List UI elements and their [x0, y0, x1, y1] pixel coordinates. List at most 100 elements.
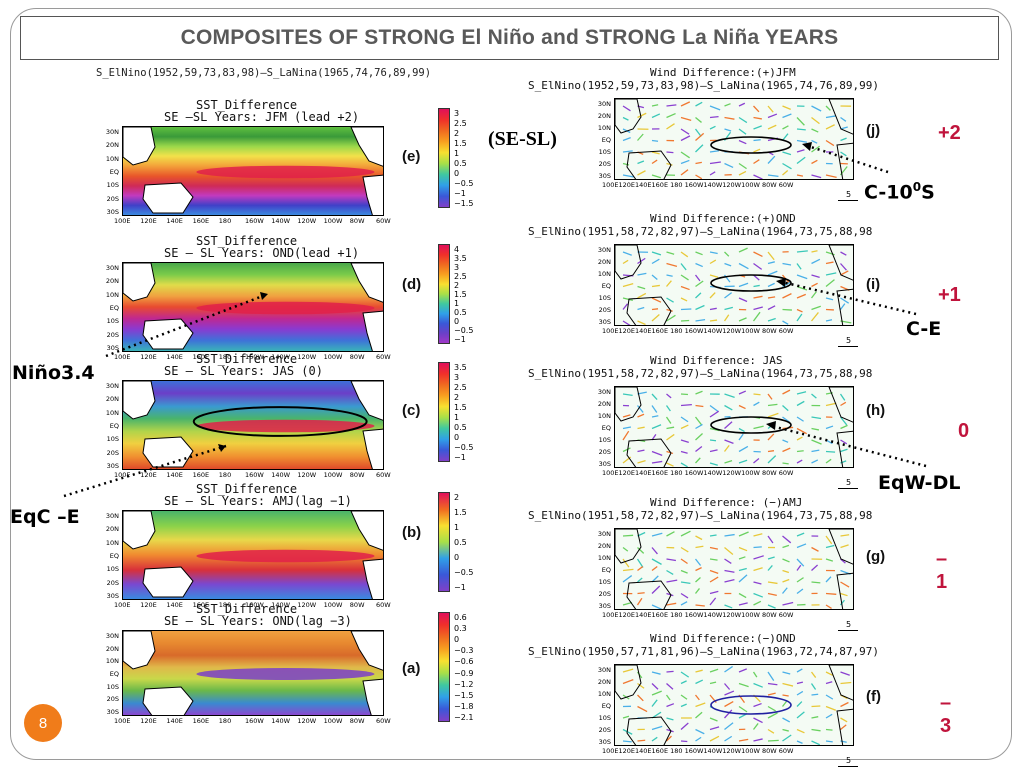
wind-vector: [752, 671, 758, 678]
lag-indicator: –3: [940, 692, 952, 737]
sst-x-tick-label: 120E: [140, 353, 157, 361]
wind-vector: [781, 133, 789, 141]
wind-vector: [782, 405, 789, 412]
wind-vector: [825, 713, 833, 719]
wind-vector: [781, 587, 788, 594]
colorbar-tick-label: 2: [454, 493, 460, 502]
wind-vector: [811, 705, 821, 708]
wind-y-tick-label: 20N: [597, 400, 611, 408]
wind-map: [614, 244, 854, 326]
coastline: [828, 245, 853, 281]
sst-y-tick-label: 20S: [106, 448, 119, 457]
wind-y-tick-label: 20S: [598, 726, 611, 734]
wind-vector: [811, 393, 817, 399]
wind-vector: [724, 722, 734, 731]
colorbar-tick-label: 0: [454, 317, 460, 326]
wind-vector: [651, 151, 660, 155]
wind-vector: [695, 669, 703, 673]
land-mass: [362, 310, 383, 351]
wind-vector: [811, 693, 819, 696]
colorbar-tick-label: −1: [454, 453, 466, 462]
wind-vector: [796, 459, 803, 464]
land-mass: [350, 381, 383, 421]
sst-panel-subtitle: SE – SL Years: JAS (0): [164, 364, 323, 378]
coastline: [626, 580, 672, 609]
wind-vector: [709, 171, 716, 176]
equatorial-anomaly: [196, 419, 375, 433]
wind-vector: [767, 393, 773, 400]
wind-vector: [651, 547, 658, 555]
sst-y-tick-label: 20S: [106, 578, 119, 587]
wind-scale-arrow: [838, 766, 858, 767]
wind-vector: [651, 558, 662, 565]
wind-vector: [622, 393, 633, 397]
wind-map: [614, 664, 854, 746]
wind-vector: [840, 270, 849, 276]
wind-vector: [637, 170, 646, 176]
land-mass: [142, 686, 194, 715]
wind-vector: [666, 728, 674, 733]
wind-vector: [825, 425, 834, 430]
wind-panel-label: (j): [866, 122, 881, 139]
wind-vector: [680, 159, 690, 165]
wind-vector: [782, 447, 791, 453]
wind-vector: [840, 126, 848, 130]
wind-vector: [767, 282, 775, 288]
wind-y-tick-label: 30S: [598, 738, 611, 746]
colorbar-tick-label: −0.5: [454, 326, 474, 335]
colorbar-tick-label: −1.5: [454, 690, 474, 700]
wind-y-tick-label: 30S: [598, 602, 611, 610]
land-mass: [123, 127, 156, 166]
wind-vector: [782, 125, 789, 130]
lag-indicator: –1: [936, 548, 948, 593]
wind-vector: [782, 162, 792, 170]
wind-vector: [782, 728, 789, 732]
wind-vector: [651, 460, 663, 464]
wind-vector: [753, 159, 760, 165]
sst-x-tick-label: 120W: [297, 353, 317, 361]
wind-vector: [695, 457, 701, 464]
wind-vector: [724, 546, 734, 555]
wind-vector: [709, 319, 718, 322]
wind-vector: [724, 709, 733, 719]
wind-vector: [782, 170, 789, 176]
wind-vector: [666, 592, 674, 597]
wind-vector: [637, 133, 644, 141]
wind-vector: [738, 317, 747, 322]
sst-x-tick-label: 100E: [114, 217, 131, 225]
wind-vector: [753, 284, 760, 288]
wind-vector: [666, 123, 675, 130]
wind-vector: [695, 101, 703, 107]
colorbar-tick-label: 0: [454, 169, 460, 178]
wind-vector: [724, 683, 731, 690]
nino34-arrowhead: [260, 292, 268, 300]
c-e-arrowhead: [776, 278, 786, 287]
land-mass: [123, 631, 156, 670]
sst-x-tick-label: 60W: [376, 471, 391, 479]
wind-vector: [695, 262, 703, 268]
wind-vector: [637, 257, 646, 265]
wind-vector: [796, 450, 804, 453]
sst-y-tick-label: 20N: [105, 277, 119, 286]
wind-y-tick-label: 30N: [597, 100, 611, 108]
wind-vector: [825, 576, 832, 583]
slide-title: COMPOSITES OF STRONG El Niño and STRONG …: [20, 16, 999, 60]
land-mass: [362, 174, 383, 215]
wind-vector: [767, 305, 776, 311]
land-mass: [362, 428, 383, 469]
c-10s-arrowhead: [802, 142, 812, 151]
wind-vector: [695, 161, 702, 165]
wind-vector: [680, 263, 687, 271]
wind-vector: [680, 297, 688, 302]
wind-vector: [840, 116, 847, 122]
sst-y-tick-label: 20N: [105, 141, 119, 150]
sst-x-tick-label: 180: [218, 353, 232, 361]
wind-scale-label: 5: [846, 478, 852, 487]
wind-vector: [724, 735, 733, 742]
wind-vector: [695, 535, 703, 541]
sst-panel-title: SST_Difference: [196, 234, 298, 248]
wind-vector: [738, 546, 748, 552]
sst-x-tick-label: 80W: [349, 471, 365, 479]
wind-vector: [738, 556, 746, 560]
